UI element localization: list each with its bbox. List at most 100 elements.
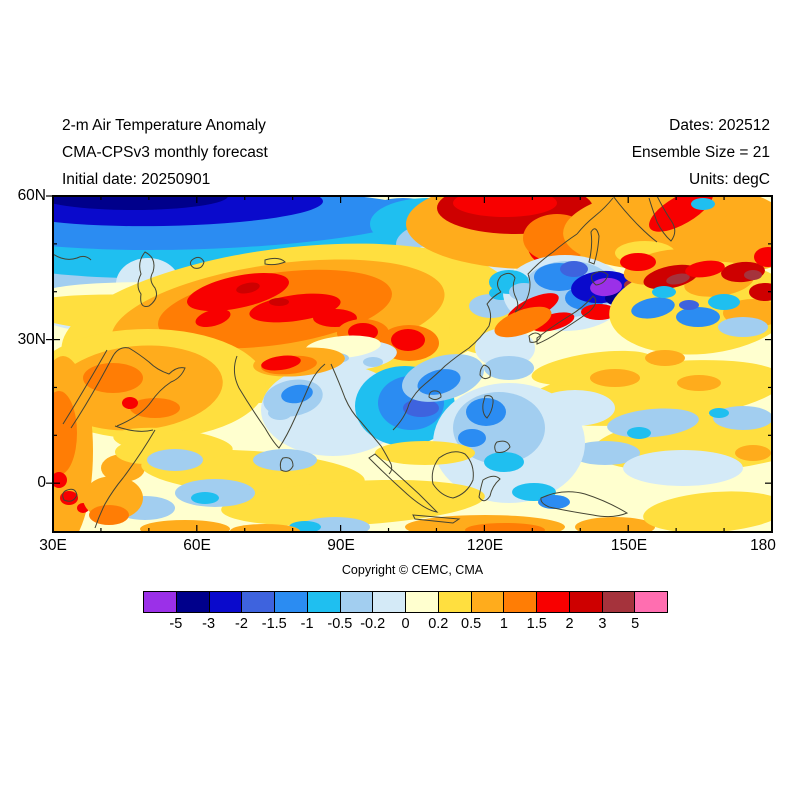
plot-title: 2-m Air Temperature Anomaly [62,117,266,134]
anomaly-blob [685,260,725,278]
colorbar-segment [635,592,667,612]
anomaly-blob [375,441,475,465]
anomaly-blob [269,298,289,306]
anomaly-blob [676,307,720,327]
anomaly-blob [113,427,233,459]
colorbar-tick-label: 0.5 [461,616,482,632]
colorbar-segment [373,592,406,612]
anomaly-blob [744,270,762,280]
anomaly-blob [268,406,292,420]
anomaly-blob [417,369,461,395]
coastline [576,197,614,235]
colorbar-segment [602,592,636,612]
colorbar-segment [406,592,439,612]
y-tick-label-0: 0 [37,474,46,491]
colorbar-tick-label: 5 [631,616,640,632]
anomaly-blob [708,294,740,310]
anomaly-blob [590,369,640,387]
colorbar-tick-label: 3 [598,616,607,632]
colorbar-tick-label: -0.5 [327,616,353,632]
map-border [52,195,773,533]
anomaly-blob [391,329,425,351]
coastline [368,453,439,513]
anomaly-blob [620,253,656,271]
anomaly-blob [175,479,255,507]
anomaly-blob [581,304,617,320]
coastline [70,347,130,429]
anomaly-blob [735,445,771,461]
anomaly-blob [191,492,219,504]
coastline [189,256,205,269]
colorbar-segment [569,592,603,612]
x-tick-label-90e: 90E [327,537,355,554]
anomaly-blob [466,398,506,426]
colorbar-segment [242,592,275,612]
coastline [330,363,393,475]
anomaly-blob [590,277,622,297]
anomaly-blob [631,297,675,319]
coastline [528,332,542,343]
coastline [116,347,186,427]
coastline [431,451,474,499]
coastline [540,491,629,518]
anomaly-blob [230,524,300,532]
coastline [279,457,294,472]
anomaly-blob [53,196,228,210]
anomaly-blob [140,520,230,532]
anomaly-blob [83,363,143,393]
anomaly-map-canvas [46,195,773,533]
anomaly-blob [281,384,313,404]
anomaly-blob [484,452,524,472]
ensemble-size: Ensemble Size = 21 [631,144,770,161]
copyright-text: Copyright © CEMC, CMA [341,563,484,577]
units-label: Units: degC [689,171,770,188]
anomaly-blob [623,450,743,486]
coastline [264,257,286,266]
colorbar-tick-label: 2 [565,616,574,632]
colorbar-segment [209,592,243,612]
coastline [62,488,78,502]
anomaly-blob [469,294,513,318]
initial-date: Initial date: 20250901 [62,171,211,188]
anomaly-blob [236,282,260,294]
y-tick-label-30n: 30N [17,331,46,348]
coastline [233,355,326,449]
anomaly-blob [643,491,772,532]
colorbar-segment [307,592,341,612]
coastline [392,291,502,431]
anomaly-field [53,196,772,532]
coastline [62,349,108,425]
coastline [137,251,157,307]
forecast-dates: Dates: 202512 [669,117,770,134]
coastline [648,196,676,242]
anomaly-blob [363,357,383,367]
colorbar-tick-label: -2 [234,616,248,632]
colorbar-tick-label: -5 [169,616,183,632]
coastline [478,475,501,502]
colorbar-tick-label: 0.2 [428,616,449,632]
anomaly-blob [509,283,539,301]
anomaly-blob [645,350,685,366]
anomaly-blob [130,398,180,418]
coastline [114,425,154,432]
colorbar-tick-label: 0 [401,616,410,632]
y-tick-label-60n: 60N [17,187,46,204]
anomaly-blob [484,356,534,380]
anomaly-blob [652,286,676,298]
x-tick-label-150e: 150E [610,537,648,554]
anomaly-blob [666,273,690,285]
anomaly-blob [253,449,317,471]
anomaly-blob [89,505,129,525]
coastline [412,514,461,524]
anomaly-blob [60,491,78,505]
colorbar-segment [176,592,210,612]
anomaly-blob [494,306,552,338]
x-tick-label-180: 180 [750,537,776,554]
colorbar-segment [275,592,308,612]
coastline [494,440,511,453]
header-left: 2-m Air Temperature Anomaly CMA-CPSv3 mo… [62,112,268,193]
colorbar-segment [144,592,177,612]
anomaly-blob [718,317,768,337]
header-right: Dates: 202512 Ensemble Size = 21 Units: … [632,112,770,193]
colorbar-tick-label: 1 [499,616,508,632]
